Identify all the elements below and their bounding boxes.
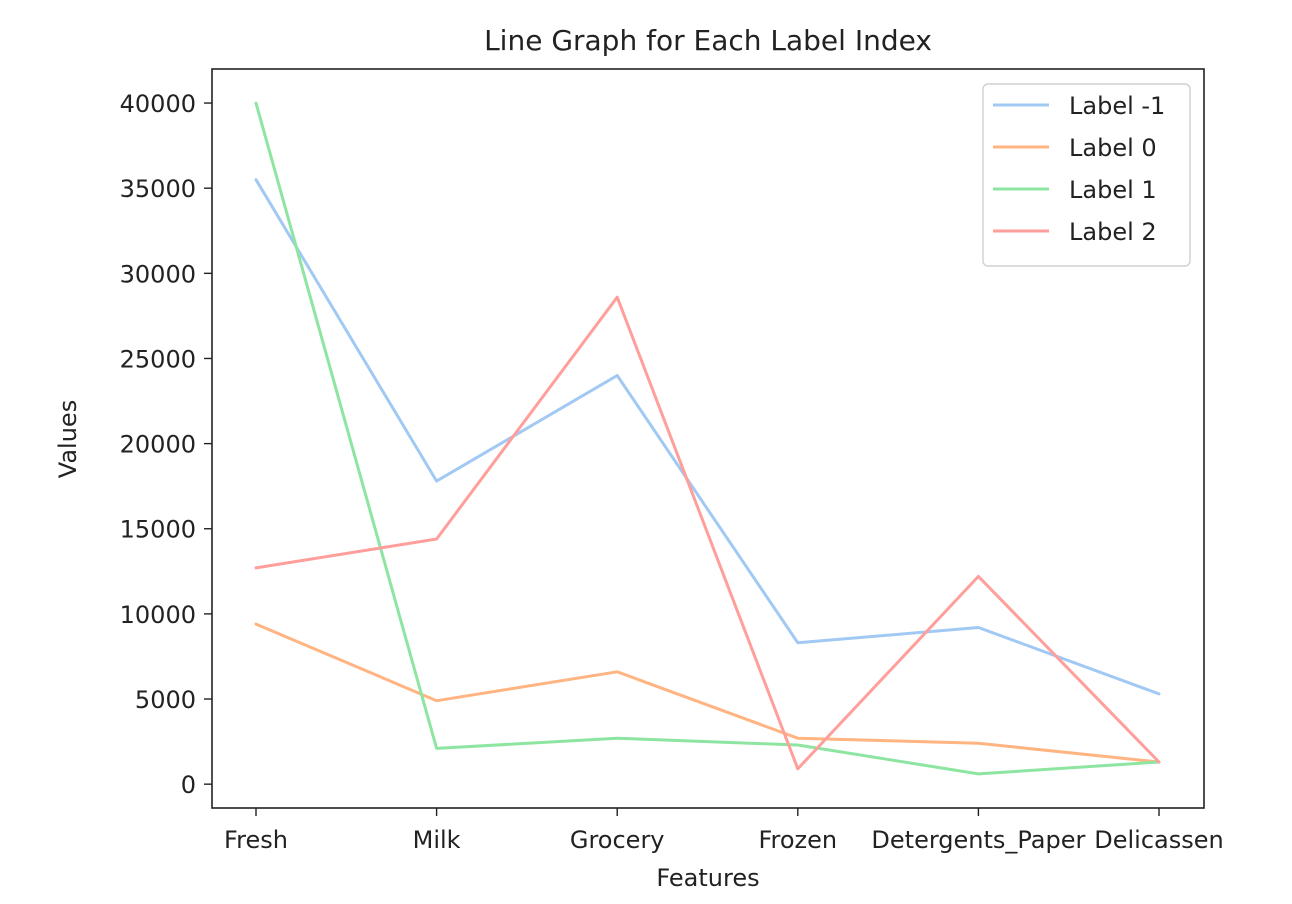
y-tick-label: 0 — [181, 771, 196, 799]
plot-frame — [211, 68, 1205, 809]
y-tick-label: 15000 — [120, 516, 196, 544]
series-layer — [254, 101, 1161, 776]
x-tick-label: Delicassen — [1094, 826, 1223, 854]
y-tick-label: 35000 — [120, 175, 196, 203]
series-line-1 — [254, 622, 1161, 764]
x-axis: Fresh Milk Grocery Frozen Detergents_Paper De… — [224, 808, 1224, 854]
series-line-0 — [254, 178, 1161, 696]
series-line-3 — [254, 295, 1161, 771]
y-tick-label: 20000 — [120, 431, 196, 459]
x-axis-label: Features — [656, 864, 759, 892]
chart-title: Line Graph for Each Label Index — [484, 24, 932, 57]
x-tick-label: Detergents_Paper — [871, 826, 1085, 854]
legend-box — [982, 83, 1191, 267]
x-tick-label: Grocery — [570, 826, 665, 854]
legend: Label -1 Label 0 Label 1 Label 2 — [982, 83, 1191, 267]
y-tick-label: 40000 — [120, 90, 196, 118]
legend-label: Label 0 — [1069, 134, 1157, 162]
x-tick-label: Fresh — [224, 826, 288, 854]
y-tick-label: 25000 — [120, 345, 196, 373]
legend-label: Label 2 — [1069, 218, 1157, 246]
y-axis-label: Values — [54, 400, 82, 478]
legend-label: Label -1 — [1069, 92, 1165, 120]
y-tick-label: 10000 — [120, 601, 196, 629]
y-tick-label: 30000 — [120, 260, 196, 288]
x-tick-label: Milk — [413, 826, 461, 854]
series-line-2 — [254, 101, 1161, 776]
x-tick-label: Frozen — [758, 826, 837, 854]
y-tick-label: 5000 — [135, 686, 196, 714]
y-axis: 0 5000 10000 15000 20000 25000 30000 35000 40000 — [120, 90, 212, 799]
legend-label: Label 1 — [1069, 176, 1157, 204]
